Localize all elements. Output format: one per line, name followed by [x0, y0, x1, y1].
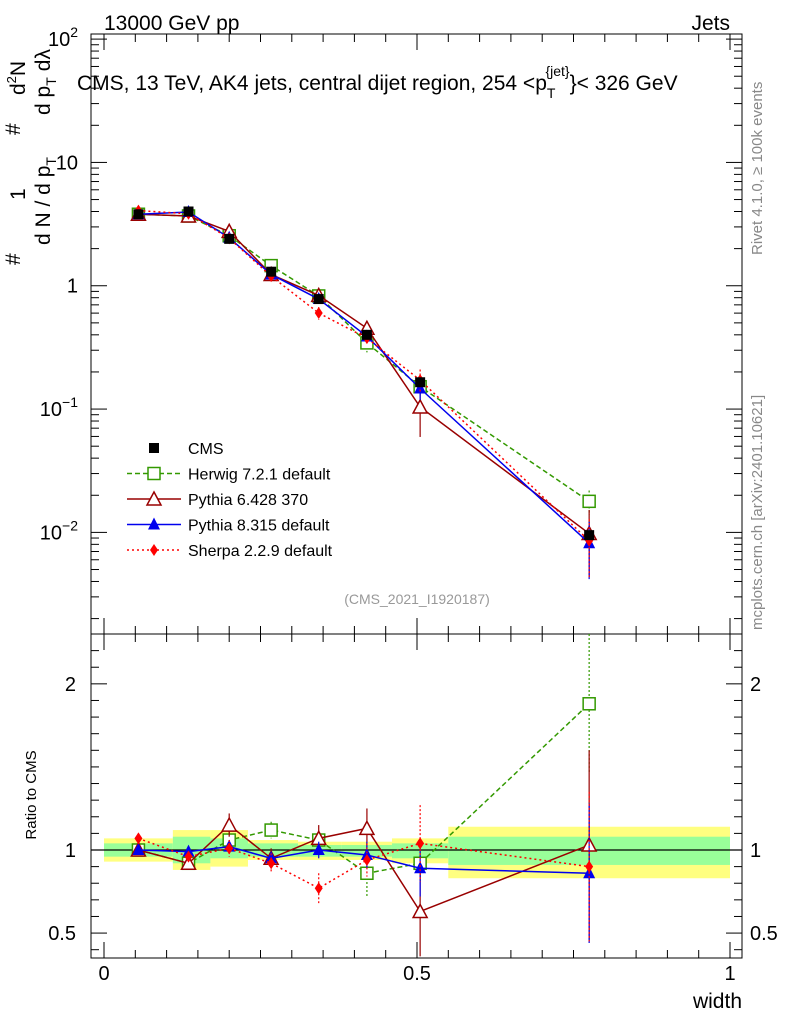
ratio-tick-label-left: 2: [65, 674, 76, 696]
legend-marker-2: [145, 490, 163, 506]
ratio-point: [362, 853, 371, 866]
ratio-line-1: [138, 824, 590, 913]
header-left: 13000 GeV pp: [104, 12, 239, 35]
ratio-point: [582, 697, 596, 711]
x-tick-label: 0.5: [403, 963, 431, 985]
main-panel: 10−2 10−1 1 10 102: [40, 24, 743, 635]
y-label-hash-1: #: [2, 253, 25, 265]
analysis-tag: (CMS_2021_I1920187): [344, 591, 490, 607]
ratio-point: [264, 823, 278, 837]
legend-marker-0: [149, 443, 159, 453]
data-point: [133, 209, 144, 220]
ratio-point: [414, 861, 427, 874]
ratio-tick-label-left: 0.5: [48, 923, 76, 945]
data-point: [313, 294, 324, 305]
y-label-num: d2N: [4, 61, 30, 95]
series-line-1: [138, 213, 590, 535]
ratio-point: [184, 850, 193, 863]
ratio-line-2: [138, 845, 590, 875]
data-point: [415, 377, 426, 388]
series-point: [411, 398, 429, 414]
ratio-line-0: [138, 703, 590, 875]
ratio-point: [314, 882, 323, 895]
data-point: [266, 266, 277, 277]
series-line-3: [138, 209, 590, 542]
legend-label-4: Sherpa 2.2.9 default: [188, 543, 333, 560]
ratio-point: [132, 843, 145, 855]
legend-marker-3: [148, 517, 160, 530]
x-axis-label: width: [692, 990, 742, 1013]
y-label-one: 1: [7, 188, 30, 200]
ratio-tick-label-left: 1: [65, 840, 76, 862]
data-point: [584, 530, 595, 541]
legend-marker-1: [147, 466, 161, 481]
ratio-frame: [90, 633, 743, 959]
y-tick-label: 102: [48, 24, 78, 51]
y-tick-label: 1: [67, 276, 78, 298]
series-point: [314, 307, 323, 320]
ratio-point: [225, 842, 234, 855]
ratio-panel: 0.5 0.5 1 1 2 2 0 0.5 1: [48, 34, 778, 985]
y-axis-label: # 1 d N / d pT # d2N d pTdλ: [2, 49, 59, 265]
legend-label-0: CMS: [188, 441, 224, 458]
ratio-tick-label-right: 0.5: [750, 923, 778, 945]
ratio-tick-label-right: 2: [750, 674, 761, 696]
header-right: Jets: [691, 12, 730, 35]
y-label-den2: d pTdλ: [32, 49, 59, 115]
series-line-2: [138, 211, 590, 544]
rivet-label: Rivet 4.1.0, ≥ 100k events: [749, 82, 766, 255]
ratio-point: [220, 816, 238, 832]
x-tick-label: 1: [724, 963, 735, 985]
ratio-point: [134, 832, 143, 845]
y-tick-label: 10−2: [40, 517, 78, 544]
series-point: [582, 494, 596, 509]
series-line-0: [138, 213, 590, 502]
x-tick-label: 0: [98, 963, 109, 985]
data-point: [183, 206, 194, 217]
series-point: [414, 381, 427, 394]
y-tick-label: 10−1: [40, 394, 78, 421]
ratio-point: [411, 902, 429, 919]
legend-label-3: Pythia 8.315 default: [188, 518, 330, 535]
ratio-point: [312, 843, 325, 855]
mcplots-label: mcplots.cern.ch [arXiv:2401.10621]: [749, 395, 766, 630]
ratio-point: [416, 837, 425, 850]
ratio-point: [180, 854, 197, 871]
ratio-point: [585, 860, 594, 873]
chart-title: CMS, 13 TeV, AK4 jets, central dijet reg…: [77, 63, 678, 101]
ratio-point: [267, 857, 276, 870]
ratio-line-3: [138, 837, 590, 890]
legend: CMS Herwig 7.2.1 default Pythia 6.428 370 P…: [127, 441, 333, 560]
ratio-point: [358, 819, 376, 836]
legend-marker-4: [150, 544, 158, 556]
ratio-y-label: Ratio to CMS: [23, 750, 40, 839]
data-point: [361, 329, 372, 340]
ratio-tick-label-right: 1: [750, 840, 761, 862]
y-label-hash-2: #: [2, 123, 25, 135]
legend-label-1: Herwig 7.2.1 default: [188, 467, 331, 484]
legend-label-2: Pythia 6.428 370: [188, 492, 308, 509]
y-tick-label: 10: [56, 152, 78, 174]
data-point: [224, 233, 235, 244]
y-label-den: d N / d pT: [32, 157, 59, 245]
